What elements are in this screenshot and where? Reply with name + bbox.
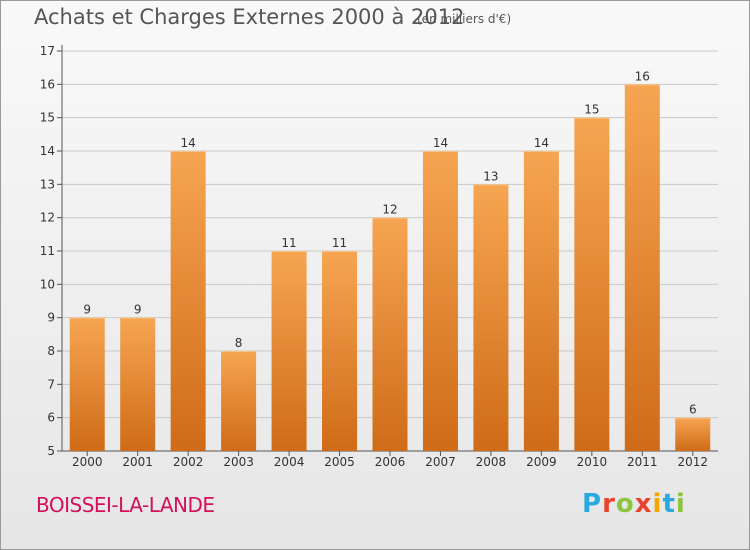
data-label-2001: 9 — [134, 303, 142, 317]
data-label-2007: 14 — [433, 136, 448, 150]
bar-2007 — [422, 151, 458, 451]
bar-2005 — [322, 251, 358, 451]
y-tick-label: 12 — [40, 211, 55, 225]
y-tick-label: 11 — [40, 244, 55, 258]
y-tick-label: 5 — [47, 444, 55, 458]
data-label-2004: 11 — [281, 236, 296, 250]
x-tick-label-2012: 2012 — [677, 455, 708, 469]
y-tick-label: 15 — [40, 111, 55, 125]
y-tick-label: 13 — [40, 177, 55, 191]
data-label-2000: 9 — [83, 303, 91, 317]
y-tick-label: 6 — [47, 411, 55, 425]
x-tick-label-2001: 2001 — [122, 455, 153, 469]
logo-letter: x — [634, 489, 653, 519]
logo-letter: o — [615, 489, 635, 519]
data-label-2010: 15 — [584, 103, 599, 117]
bar-2002 — [170, 151, 206, 451]
data-label-2008: 13 — [483, 169, 498, 183]
bar-2000 — [69, 317, 105, 451]
y-tick-label: 17 — [40, 44, 55, 58]
x-tick-label-2002: 2002 — [173, 455, 204, 469]
x-tick-label-2006: 2006 — [375, 455, 406, 469]
bar-2003 — [221, 351, 257, 451]
x-tick-label-2005: 2005 — [324, 455, 355, 469]
logo-letter: t — [662, 489, 676, 519]
y-tick-label: 14 — [40, 144, 55, 158]
logo-letter: r — [602, 489, 616, 519]
y-tick-label: 8 — [47, 344, 55, 358]
bar-2008 — [473, 184, 509, 452]
x-tick-label-2008: 2008 — [476, 455, 507, 469]
bar-2004 — [271, 251, 307, 451]
x-tick-label-2011: 2011 — [627, 455, 658, 469]
x-tick-label-2004: 2004 — [274, 455, 305, 469]
x-tick-label-2010: 2010 — [577, 455, 608, 469]
data-label-2005: 11 — [332, 236, 347, 250]
x-tick-label-2009: 2009 — [526, 455, 557, 469]
commune-name: BOISSEI-LA-LANDE — [36, 493, 215, 517]
data-label-2011: 16 — [635, 69, 650, 83]
chart-unit: (en milliers d'€) — [417, 12, 512, 26]
y-tick-label: 7 — [47, 377, 55, 391]
bar-2006 — [372, 217, 408, 451]
data-label-2003: 8 — [235, 336, 243, 350]
data-label-2012: 6 — [689, 403, 697, 417]
y-tick-label: 16 — [40, 77, 55, 91]
bar-2011 — [624, 84, 660, 451]
bar-2012 — [675, 417, 711, 451]
data-label-2002: 14 — [181, 136, 196, 150]
x-tick-label-2003: 2003 — [223, 455, 254, 469]
x-tick-label-2000: 2000 — [72, 455, 103, 469]
y-tick-label: 9 — [47, 311, 55, 325]
logo-letter: P — [582, 489, 603, 519]
y-tick-label: 10 — [40, 277, 55, 291]
logo-letter: i — [652, 489, 663, 519]
data-label-2009: 14 — [534, 136, 549, 150]
chart-title: Achats et Charges Externes 2000 à 2012 — [34, 5, 465, 29]
logo-letter: i — [675, 489, 686, 519]
x-tick-label-2007: 2007 — [425, 455, 456, 469]
bar-2009 — [523, 151, 559, 451]
bar-2010 — [574, 117, 610, 452]
proxiti-logo: Proxiti — [582, 489, 686, 519]
bar-2001 — [120, 317, 156, 451]
data-label-2006: 12 — [382, 203, 397, 217]
